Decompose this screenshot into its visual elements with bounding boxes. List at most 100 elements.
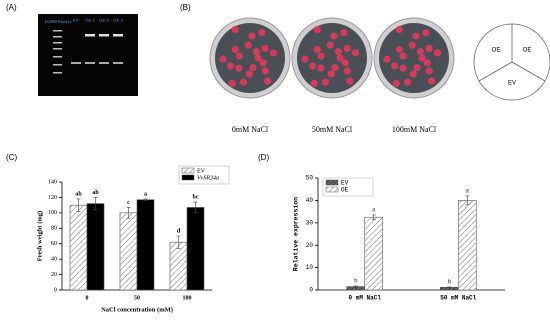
leaf-disc bbox=[395, 45, 403, 54]
sector-label: OE bbox=[523, 48, 532, 54]
x-tick-label: 100 bbox=[183, 295, 192, 301]
x-tick-label: 50 bbox=[134, 295, 140, 301]
leaf-disc bbox=[336, 54, 344, 62]
leaf-disc bbox=[399, 64, 407, 72]
leaf-disc bbox=[433, 49, 442, 57]
leaf-disc bbox=[334, 48, 342, 56]
panel-label: (C) bbox=[6, 153, 17, 162]
legend-label: EV bbox=[341, 180, 349, 187]
band bbox=[71, 62, 81, 64]
y-tick-label: 140 bbox=[48, 179, 57, 185]
band bbox=[99, 34, 109, 37]
significance-letter: a bbox=[372, 207, 376, 214]
leaf-disc bbox=[425, 44, 433, 52]
leaf-disc bbox=[340, 29, 348, 37]
error-bar bbox=[126, 207, 131, 219]
leaf-disc bbox=[261, 67, 269, 75]
leaf-disc bbox=[425, 67, 433, 75]
band bbox=[99, 62, 109, 64]
leaf-disc bbox=[416, 48, 424, 56]
gel: D2000 Marker EV OE-1 OE-2 OE-3 bbox=[38, 14, 138, 96]
leaf-disc bbox=[231, 25, 239, 34]
leaf-disc bbox=[310, 79, 318, 87]
y-axis-label: Relative expression bbox=[293, 197, 300, 271]
leaf-disc bbox=[341, 59, 349, 67]
leaf-disc bbox=[326, 41, 334, 49]
y-tick-label: 100 bbox=[48, 210, 57, 216]
leaf-disc bbox=[408, 41, 416, 49]
ladder-band bbox=[53, 64, 62, 66]
leaf-disc bbox=[392, 79, 400, 87]
error-bar bbox=[465, 195, 470, 206]
ladder-band bbox=[53, 72, 62, 74]
y-tick-label: 50 bbox=[306, 175, 314, 182]
legend-label: OE bbox=[341, 187, 349, 194]
bar-hatch bbox=[70, 205, 87, 290]
leaf-disc bbox=[327, 70, 335, 78]
leaf-disc bbox=[418, 54, 426, 62]
leaf-disc bbox=[330, 32, 338, 40]
leaf-disc bbox=[343, 44, 351, 52]
leaf-disc bbox=[383, 55, 391, 63]
legend-hatch bbox=[182, 168, 194, 173]
legend-swatch bbox=[181, 174, 195, 181]
legend-hatch bbox=[326, 187, 338, 192]
leaf-disc bbox=[351, 49, 360, 57]
bar-hatch bbox=[120, 212, 137, 290]
band bbox=[113, 62, 123, 64]
diagram: OE OE EV bbox=[473, 23, 550, 101]
leaf-disc bbox=[422, 29, 430, 37]
y-tick-label: 0 bbox=[309, 287, 313, 294]
error-bar bbox=[143, 198, 148, 201]
lane-label: OE-1 bbox=[85, 18, 95, 23]
leaf-disc bbox=[269, 49, 278, 57]
leaf-disc bbox=[409, 70, 417, 78]
leaf-disc bbox=[301, 55, 309, 63]
leaf-disc bbox=[264, 77, 272, 85]
dish-inner bbox=[297, 23, 367, 93]
bar bbox=[86, 203, 105, 291]
x-tick-label: 0 mM NaCl bbox=[349, 295, 382, 302]
dish-label: 50mM NaCl bbox=[312, 125, 353, 134]
leaf-disc bbox=[252, 48, 260, 56]
leaf-disc bbox=[226, 62, 235, 70]
error-bar bbox=[371, 214, 376, 220]
lane-label: OE-3 bbox=[113, 18, 123, 23]
y-axis-label: Fresh weight (mg) bbox=[36, 211, 43, 261]
significance-letter: b bbox=[447, 278, 451, 285]
leaf-disc bbox=[219, 55, 227, 63]
ladder-band bbox=[53, 56, 62, 58]
leaf-disc bbox=[254, 54, 262, 62]
y-tick-label: 0 bbox=[54, 287, 57, 293]
ladder-band bbox=[53, 48, 62, 50]
error-bar bbox=[353, 285, 358, 288]
leaf-disc bbox=[259, 59, 267, 67]
x-tick-label: 0 bbox=[86, 295, 89, 301]
leaf-disc bbox=[413, 63, 421, 72]
leaf-disc bbox=[249, 63, 257, 72]
bar-hatch bbox=[364, 217, 383, 290]
x-tick-label: 50 mM NaCl bbox=[440, 295, 476, 302]
significance-letter: a bbox=[465, 187, 469, 194]
significance-letter: ab bbox=[75, 191, 82, 197]
leaf-disc bbox=[261, 44, 269, 52]
leaf-disc bbox=[399, 52, 407, 60]
leaf-disc bbox=[390, 62, 399, 70]
leaf-disc bbox=[235, 64, 243, 72]
leaf-disc bbox=[346, 77, 354, 85]
leaf-disc bbox=[248, 32, 256, 40]
leaf-disc bbox=[245, 70, 253, 78]
ladder-band bbox=[53, 30, 62, 32]
leaf-disc bbox=[313, 45, 321, 54]
leaf-disc bbox=[331, 63, 339, 72]
panel-label: (B) bbox=[180, 3, 191, 12]
leaf-disc bbox=[395, 25, 403, 34]
y-tick-label: 40 bbox=[306, 197, 314, 204]
y-tick-label: 20 bbox=[306, 242, 314, 249]
leaf-disc bbox=[258, 29, 266, 37]
ladder-band bbox=[53, 36, 62, 38]
leaf-disc bbox=[317, 64, 325, 72]
lane-label: EV bbox=[73, 18, 80, 23]
legend-hatch bbox=[326, 180, 338, 185]
